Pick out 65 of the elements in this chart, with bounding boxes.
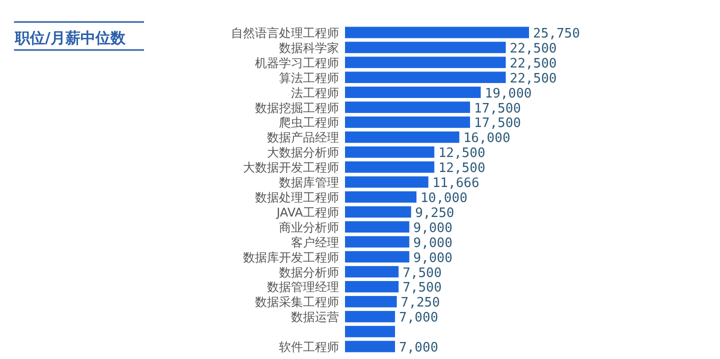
y-tick-label: 数据科学家 [279,40,339,55]
data-label: 17,500 [474,101,522,116]
data-label: 17,500 [474,116,522,132]
bar [345,326,396,338]
bar [345,161,434,173]
bar [345,56,506,68]
y-tick-label: 数据采集工程师 [255,295,339,310]
bar [345,266,399,278]
y-tick-label: JAVA工程师 [276,205,339,220]
bar [345,131,460,143]
y-tick-label: 算法工程师 [279,70,339,85]
data-label: 10,000 [420,190,468,206]
y-tick-label: 数据管理经理 [267,280,339,294]
bar [345,116,470,128]
data-label: 7,250 [400,296,440,311]
data-label: 9,000 [413,250,452,266]
bar [345,191,416,203]
bar [345,221,410,233]
bar [345,281,399,292]
bar [345,42,506,54]
bar [345,86,481,98]
text: 职位/月薪中位数 [14,29,126,47]
y-tick-label: 机器学习工程师 [255,56,339,70]
data-label: 25,750 [533,26,580,42]
data-label: 9,000 [413,236,452,251]
data-label: 19,000 [484,86,532,102]
data-label: 12,500 [438,146,486,162]
y-tick-label: 商业分析师 [279,220,339,234]
y-tick-label: 数据挖掘工程师 [255,100,339,115]
bar [345,206,412,218]
bar [345,296,397,308]
data-label: 22,500 [510,56,557,72]
data-label: 7,500 [402,280,442,296]
y-tick-label: 大数据分析师 [267,146,339,160]
bar [345,26,529,38]
bar [345,176,428,188]
y-tick-label: 法工程师 [291,86,339,100]
y-tick-label: 数据库管理 [279,176,339,190]
y-tick-label: 数据库开发工程师 [243,250,339,264]
bar [345,251,410,262]
y-tick-label: 自然语言处理工程师 [231,26,339,40]
bar [345,146,434,158]
data-label: 12,500 [438,161,486,176]
data-label: 22,500 [510,71,557,86]
y-tick-label: 客户经理 [291,235,339,250]
bar [345,310,396,322]
y-tick-label: 爬虫工程师 [279,116,339,130]
y-tick-label: 数据产品经理 [267,130,339,145]
data-label: 7,000 [399,310,438,326]
y-tick-label: 数据分析师 [279,265,339,280]
data-label: 16,000 [463,131,510,146]
y-tick-label: 大数据开发工程师 [243,160,339,175]
bar [345,102,470,113]
bar [345,236,410,248]
data-label: 7,000 [399,340,438,356]
bar [345,340,396,352]
y-tick-label: 数据运营 [291,310,339,324]
data-label: 9,250 [415,206,454,221]
bar [345,72,506,84]
y-tick-label: 数据处理工程师 [255,190,339,204]
y-tick-label: 软件工程师 [279,340,339,354]
data-label: 7,500 [402,266,442,281]
data-label: 9,000 [413,220,452,236]
data-label: 11,666 [432,176,480,192]
data-label: 22,500 [510,41,557,56]
